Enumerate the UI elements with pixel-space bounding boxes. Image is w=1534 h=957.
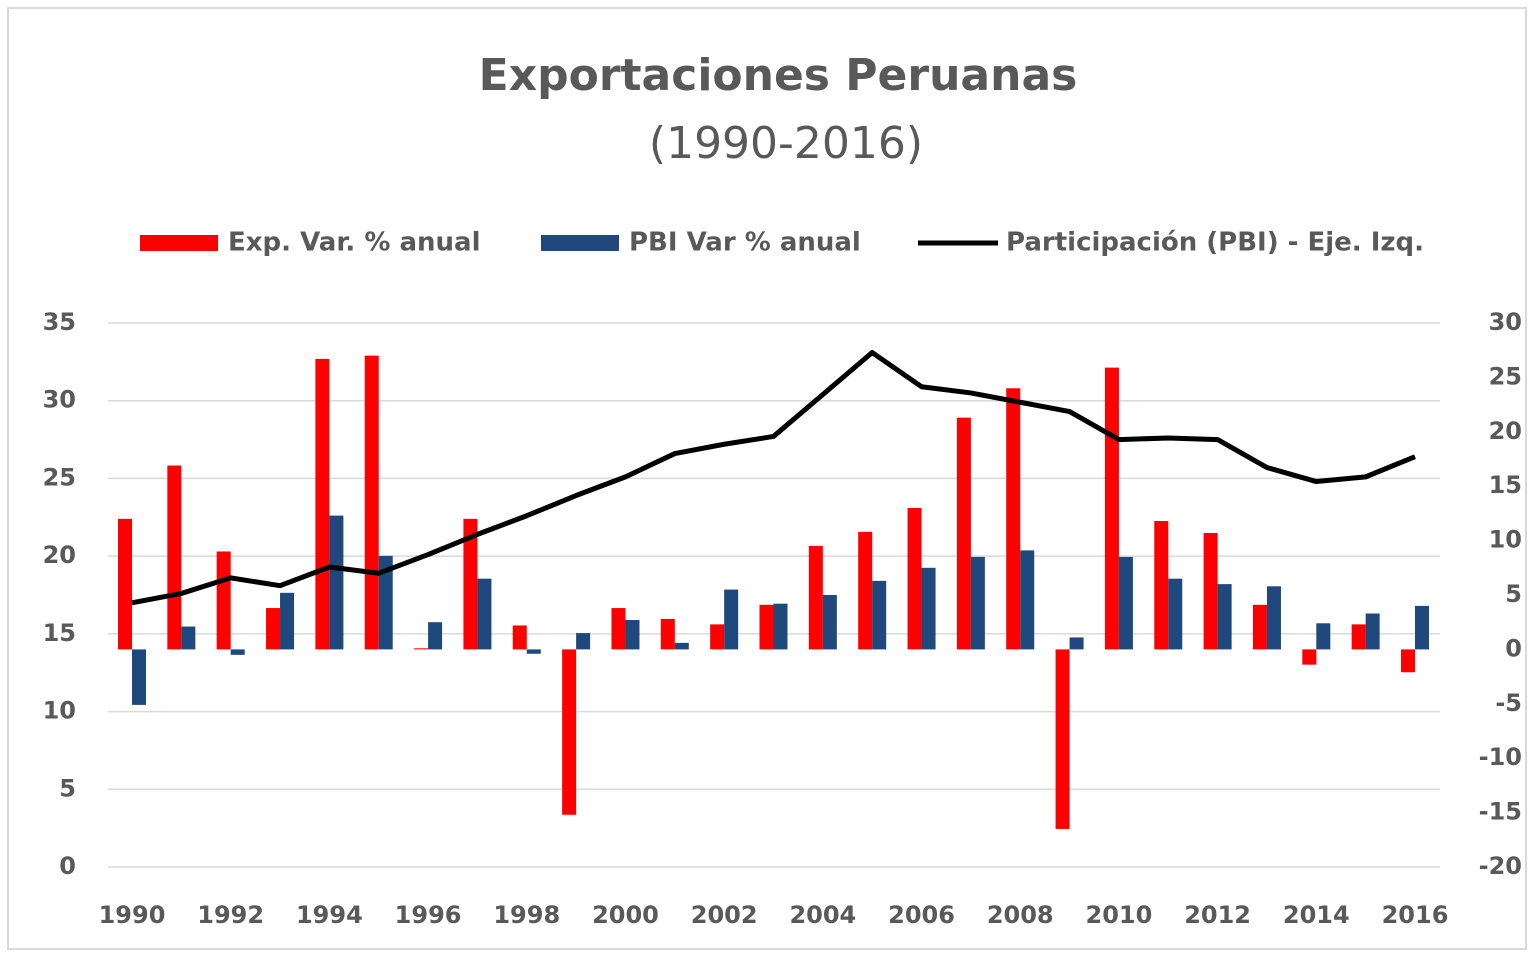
- bar: [872, 580, 887, 650]
- chart-subtitle: (1990-2016): [649, 118, 923, 169]
- y-tick-label: 25: [43, 463, 76, 491]
- bar: [364, 355, 379, 650]
- legend-label: Exp. Var. % anual: [228, 228, 480, 258]
- x-tick-label: 1992: [197, 901, 264, 929]
- x-tick-label: 2002: [691, 901, 758, 929]
- y2-tick-label: -5: [1495, 689, 1522, 717]
- x-tick-label: 1990: [99, 901, 166, 929]
- bar: [808, 546, 823, 650]
- y2-tick-label: -15: [1479, 798, 1522, 826]
- bar: [414, 648, 429, 650]
- bar: [1055, 649, 1070, 829]
- y2-tick-label: 5: [1505, 580, 1522, 608]
- x-tick-label: 2014: [1283, 901, 1350, 929]
- y-tick-label: 30: [43, 386, 76, 414]
- bar: [167, 465, 182, 650]
- bar: [1351, 624, 1366, 650]
- y2-tick-label: 25: [1489, 362, 1522, 390]
- bar: [428, 622, 443, 650]
- y2-tick-label: -20: [1479, 852, 1522, 880]
- x-tick-label: 2004: [789, 901, 856, 929]
- line: [131, 350, 1416, 606]
- chart-title: Exportaciones Peruanas: [479, 50, 1078, 101]
- x-tick-label: 2000: [592, 901, 659, 929]
- x-tick-label: 1994: [296, 901, 363, 929]
- bar: [1365, 613, 1380, 650]
- bar: [1168, 578, 1183, 650]
- bar: [970, 556, 985, 650]
- x-tick-label: 2012: [1184, 901, 1251, 929]
- bar: [759, 604, 774, 650]
- bar: [625, 620, 640, 650]
- bar: [822, 595, 837, 650]
- bar: [1266, 586, 1281, 650]
- bar: [216, 551, 231, 650]
- x-tick-label: 2008: [987, 901, 1054, 929]
- x-tick-label: 1996: [395, 901, 462, 929]
- x-tick-label: 1998: [493, 901, 560, 929]
- y2-tick-label: 15: [1489, 471, 1522, 499]
- bar: [710, 624, 725, 650]
- bar: [1302, 649, 1317, 665]
- bar: [724, 589, 739, 650]
- bar: [1401, 649, 1415, 673]
- bar: [1316, 623, 1331, 650]
- bar: [921, 567, 936, 650]
- bar: [181, 626, 196, 650]
- x-tick-label: 2016: [1382, 901, 1449, 929]
- bar: [1217, 584, 1232, 650]
- y-tick-label: 20: [43, 541, 76, 569]
- x-tick-label: 2010: [1086, 901, 1153, 929]
- y2-tick-label: 10: [1489, 526, 1522, 554]
- bar: [378, 555, 393, 650]
- bar: [611, 608, 626, 650]
- bar: [266, 608, 281, 650]
- y-tick-label: 15: [43, 619, 76, 647]
- bar: [1069, 637, 1084, 650]
- bar: [1252, 604, 1267, 650]
- bar: [858, 531, 873, 650]
- bar: [1118, 556, 1133, 650]
- y-tick-label: 5: [59, 774, 76, 802]
- bar: [463, 518, 478, 650]
- bar: [1104, 367, 1119, 650]
- x-tick-label: 2006: [888, 901, 955, 929]
- bar: [118, 518, 132, 650]
- legend-swatch: [140, 235, 218, 251]
- bar: [1154, 521, 1169, 650]
- legend-label: Participación (PBI) - Eje. Izq.: [1006, 228, 1424, 258]
- bar: [1203, 532, 1218, 650]
- bar: [907, 507, 922, 650]
- y-tick-label: 0: [59, 852, 76, 880]
- bar: [674, 642, 689, 650]
- bar: [230, 649, 245, 655]
- bar: [526, 649, 541, 654]
- bar: [1006, 388, 1021, 650]
- bar: [660, 618, 675, 650]
- bar: [132, 649, 146, 705]
- y2-tick-label: -10: [1479, 743, 1522, 771]
- y-tick-label: 35: [43, 308, 76, 336]
- y2-tick-label: 30: [1489, 308, 1522, 336]
- bar: [512, 625, 527, 650]
- bar: [1415, 605, 1429, 650]
- bar: [956, 417, 971, 650]
- legend-label: PBI Var % anual: [629, 228, 861, 258]
- bar: [1020, 550, 1035, 650]
- bar: [773, 603, 788, 650]
- y2-tick-label: 0: [1505, 634, 1522, 662]
- y-tick-label: 10: [43, 697, 76, 725]
- bar: [280, 592, 295, 650]
- bar: [562, 649, 577, 815]
- legend-swatch: [541, 235, 619, 251]
- y2-tick-label: 20: [1489, 417, 1522, 445]
- bar: [477, 578, 492, 650]
- bar: [315, 358, 330, 650]
- bar: [576, 633, 591, 650]
- bar: [329, 515, 344, 650]
